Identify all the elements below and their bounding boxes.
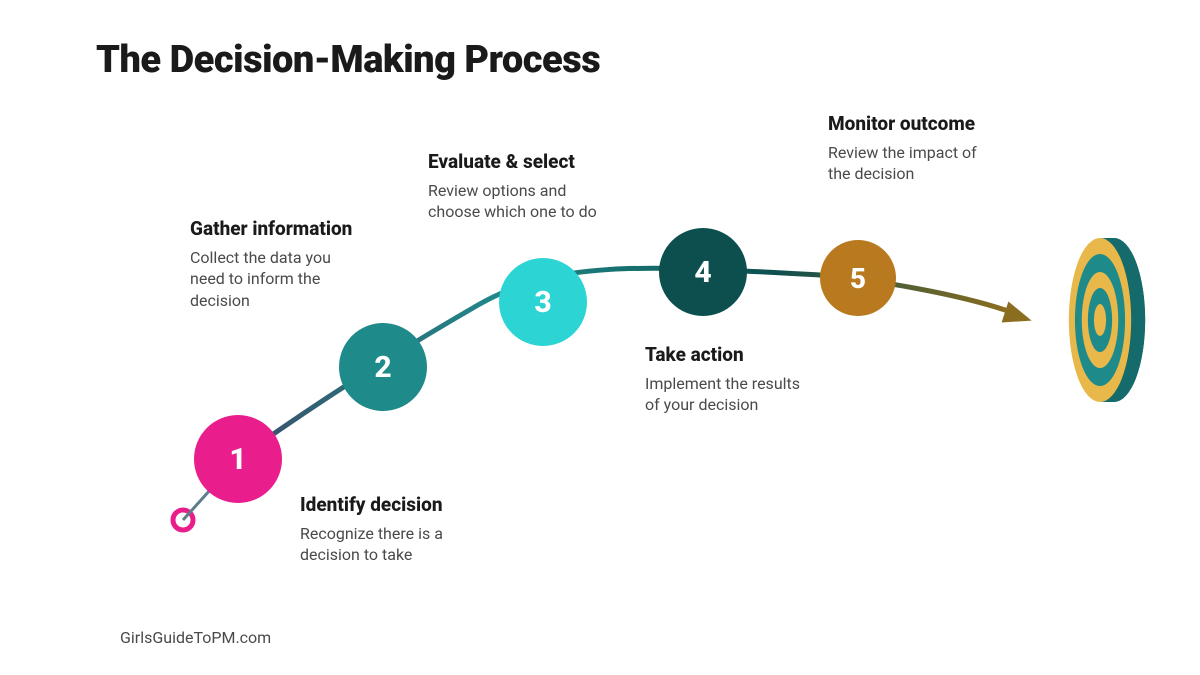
target-icon xyxy=(0,0,1200,675)
footer-credit: GirlsGuideToPM.com xyxy=(120,628,271,647)
